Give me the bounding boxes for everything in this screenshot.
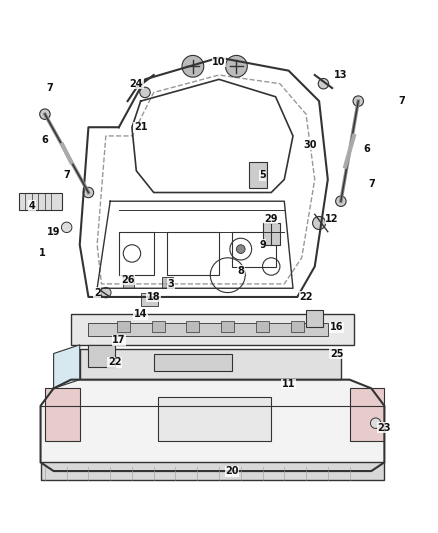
Circle shape: [226, 55, 247, 77]
Circle shape: [318, 78, 328, 89]
Text: 30: 30: [304, 140, 317, 150]
Text: 6: 6: [42, 135, 48, 146]
Circle shape: [61, 222, 72, 232]
Text: 11: 11: [282, 379, 295, 389]
Text: 22: 22: [108, 357, 121, 367]
Bar: [41, 462, 385, 480]
Bar: [221, 321, 234, 332]
Text: 29: 29: [265, 214, 278, 224]
Text: 18: 18: [147, 292, 161, 302]
Circle shape: [336, 196, 346, 206]
Text: 2: 2: [94, 288, 100, 297]
Bar: [158, 397, 271, 441]
Text: 13: 13: [334, 70, 348, 80]
Text: 19: 19: [47, 227, 60, 237]
Circle shape: [237, 245, 245, 254]
Bar: [306, 310, 323, 327]
Bar: [123, 277, 134, 288]
Circle shape: [83, 187, 94, 198]
Text: 17: 17: [112, 335, 126, 345]
Text: 24: 24: [130, 79, 143, 88]
Text: 4: 4: [28, 200, 35, 211]
Bar: [350, 389, 385, 441]
Bar: [80, 349, 341, 379]
Bar: [152, 321, 165, 332]
Bar: [232, 232, 276, 266]
Text: 16: 16: [330, 322, 343, 333]
Bar: [162, 277, 173, 288]
Circle shape: [40, 109, 50, 119]
Text: 3: 3: [168, 279, 174, 289]
Bar: [167, 232, 219, 275]
Polygon shape: [53, 345, 80, 389]
Circle shape: [371, 418, 381, 429]
Text: 6: 6: [364, 144, 371, 154]
Text: 25: 25: [330, 349, 343, 359]
Circle shape: [140, 87, 150, 98]
Bar: [88, 323, 328, 336]
Bar: [119, 232, 154, 275]
Bar: [117, 321, 130, 332]
Bar: [154, 353, 232, 371]
Text: 23: 23: [378, 423, 391, 433]
Text: 10: 10: [212, 57, 226, 67]
Text: 22: 22: [299, 292, 313, 302]
Text: 5: 5: [259, 170, 266, 180]
Text: 9: 9: [259, 240, 266, 250]
Bar: [45, 389, 80, 441]
Text: 7: 7: [64, 170, 70, 180]
Bar: [291, 321, 304, 332]
Bar: [262, 223, 280, 245]
Bar: [19, 192, 62, 210]
Bar: [71, 314, 354, 345]
Text: 20: 20: [225, 466, 239, 476]
Circle shape: [101, 287, 111, 298]
Bar: [88, 345, 115, 367]
Text: 26: 26: [121, 274, 134, 285]
Text: 1: 1: [39, 248, 46, 259]
Text: 7: 7: [46, 83, 53, 93]
Bar: [256, 321, 269, 332]
Bar: [141, 293, 158, 305]
Text: 12: 12: [325, 214, 339, 224]
Text: 14: 14: [134, 309, 148, 319]
Bar: [250, 162, 267, 188]
Text: 7: 7: [368, 179, 374, 189]
Text: 7: 7: [399, 96, 405, 106]
Bar: [186, 321, 199, 332]
Circle shape: [313, 216, 325, 230]
Text: 21: 21: [134, 122, 148, 132]
Circle shape: [182, 55, 204, 77]
Text: 8: 8: [237, 266, 244, 276]
Polygon shape: [41, 379, 385, 471]
Circle shape: [353, 96, 364, 107]
